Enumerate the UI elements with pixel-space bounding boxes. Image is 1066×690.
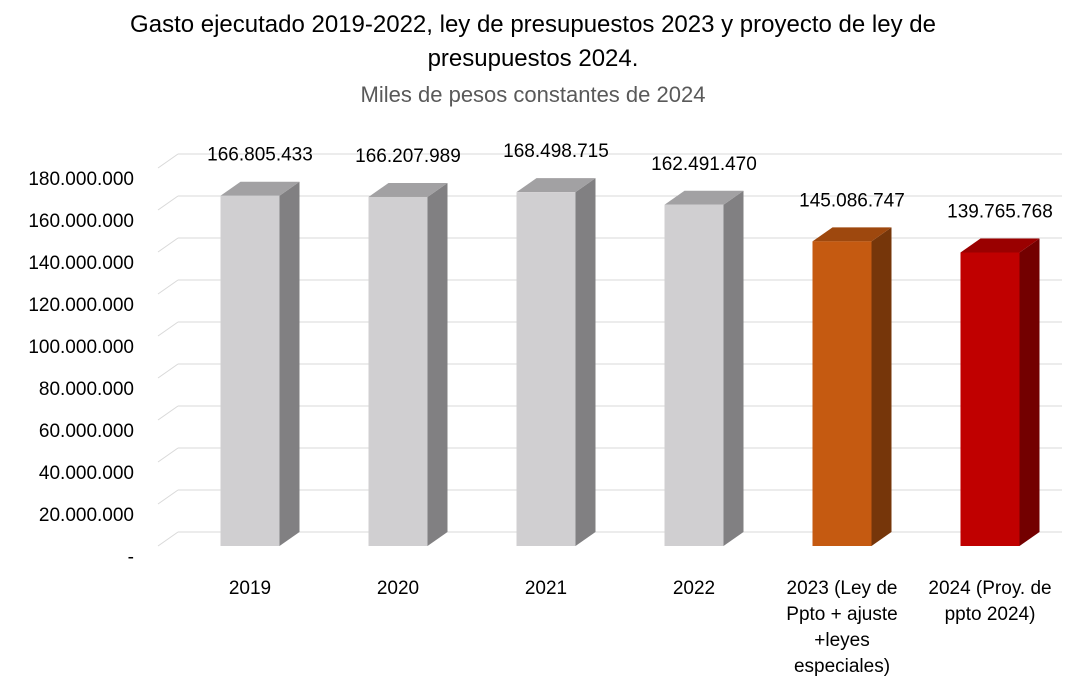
grid-diagonal [157, 195, 179, 211]
value-label: 162.491.470 [651, 154, 757, 175]
bar [220, 195, 280, 546]
x-tick-label: 2021 [524, 578, 568, 599]
bar-top [368, 182, 448, 197]
bar-top [812, 227, 892, 242]
y-tick-label: 80.000.000 [39, 379, 134, 400]
x-tick-label: 2024 (Proy. de ppto 2024) [928, 578, 1052, 625]
y-tick-label: 160.000.000 [28, 211, 134, 232]
bar-side [427, 182, 448, 546]
bar-top [960, 238, 1040, 253]
y-tick-label: 60.000.000 [39, 421, 134, 442]
bar-top [664, 190, 744, 205]
grid-diagonal [157, 321, 179, 337]
bar-side [279, 181, 300, 546]
value-label: 145.086.747 [799, 190, 905, 211]
bar-top [516, 178, 596, 193]
grid-diagonal [157, 237, 179, 253]
y-tick-label: 180.000.000 [28, 169, 134, 190]
grid-diagonal [157, 447, 179, 463]
bar [812, 241, 872, 547]
y-tick-label: - [128, 547, 134, 568]
x-tick-label: 2023 (Ley de Ppto + ajuste +leyes especi… [786, 578, 898, 677]
bar-side [1019, 238, 1040, 546]
y-tick-label: 140.000.000 [28, 253, 134, 274]
grid-diagonal [157, 279, 179, 295]
grid-diagonal [157, 153, 179, 169]
value-label: 139.765.768 [947, 202, 1053, 223]
bar [368, 196, 428, 546]
value-label: 168.498.715 [503, 141, 609, 162]
bar-top [220, 181, 300, 196]
x-tick-label: 2022 [672, 578, 716, 599]
chart-title: Gasto ejecutado 2019-2022, ley de presup… [130, 11, 936, 72]
value-label: 166.207.989 [355, 146, 461, 167]
y-tick-label: 40.000.000 [39, 463, 134, 484]
bar-side [871, 227, 892, 547]
bar [664, 204, 724, 546]
grid-diagonal [157, 363, 179, 379]
y-tick-label: 120.000.000 [28, 295, 134, 316]
grid-diagonal [157, 531, 179, 547]
grid-diagonal [157, 489, 179, 505]
y-tick-label: 20.000.000 [39, 505, 134, 526]
bar [516, 192, 576, 546]
x-tick-label: 2020 [376, 578, 420, 599]
bar [960, 252, 1020, 546]
bar-side [723, 190, 744, 546]
y-tick-label: 100.000.000 [28, 337, 134, 358]
grid-diagonal [157, 405, 179, 421]
value-label: 166.805.433 [207, 145, 313, 166]
x-tick-label: 2019 [228, 578, 272, 599]
chart-subtitle: Miles de pesos constantes de 2024 [360, 82, 706, 107]
bar-side [575, 178, 596, 546]
